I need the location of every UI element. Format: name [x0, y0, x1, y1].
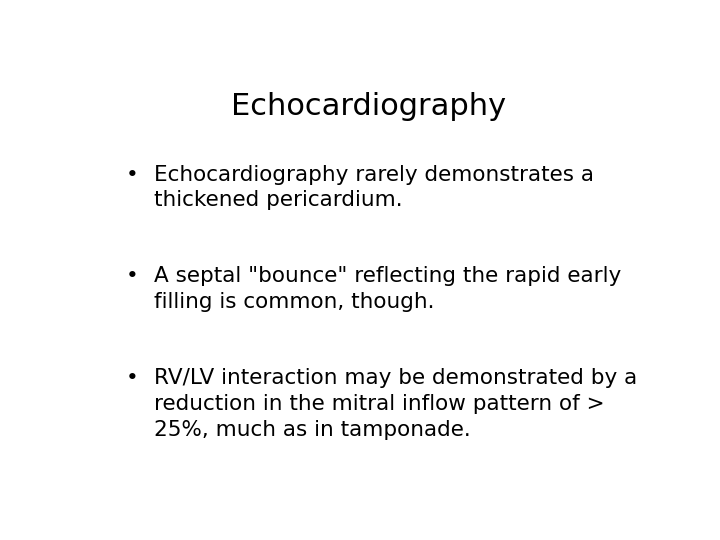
Text: •: • [125, 368, 138, 388]
Text: •: • [125, 165, 138, 185]
Text: RV/LV interaction may be demonstrated by a
reduction in the mitral inflow patter: RV/LV interaction may be demonstrated by… [154, 368, 637, 440]
Text: Echocardiography: Echocardiography [231, 92, 507, 121]
Text: Echocardiography rarely demonstrates a
thickened pericardium.: Echocardiography rarely demonstrates a t… [154, 165, 594, 210]
Text: •: • [125, 266, 138, 286]
Text: A septal "bounce" reflecting the rapid early
filling is common, though.: A septal "bounce" reflecting the rapid e… [154, 266, 621, 312]
